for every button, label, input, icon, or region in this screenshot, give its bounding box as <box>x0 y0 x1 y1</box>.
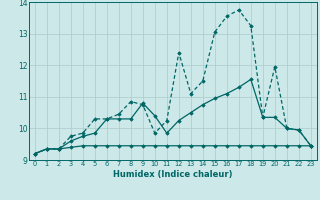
X-axis label: Humidex (Indice chaleur): Humidex (Indice chaleur) <box>113 170 233 179</box>
